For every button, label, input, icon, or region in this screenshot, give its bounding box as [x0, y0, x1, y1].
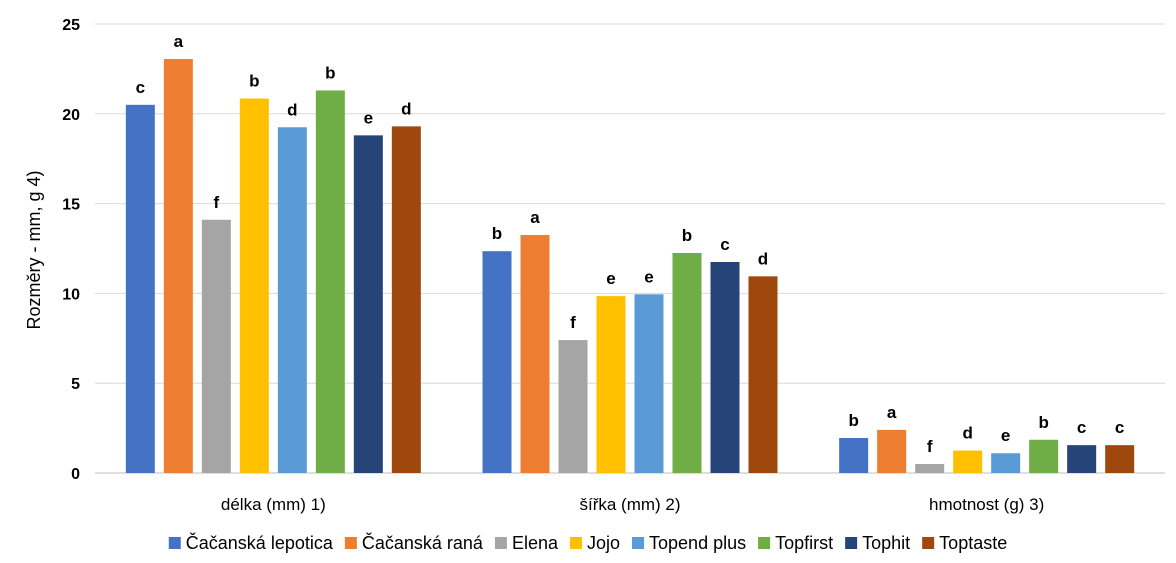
data-label: b — [682, 226, 692, 245]
data-label: e — [364, 108, 373, 127]
bar — [315, 90, 345, 474]
data-label: a — [174, 32, 184, 51]
y-axis-label: Rozměry - mm, g 4) — [24, 170, 44, 329]
legend-item: Topend plus — [632, 533, 746, 553]
legend-label: Čačanská lepotica — [186, 532, 334, 553]
bar — [1067, 445, 1097, 473]
x-category-label: šířka (mm) 2) — [579, 495, 680, 514]
y-tick-label: 5 — [71, 376, 80, 393]
x-axis-categories: délka (mm) 1) šířka (mm) 2) hmotnost (g) 3… — [221, 495, 1044, 514]
bar — [991, 453, 1021, 473]
legend-label: Čačanská raná — [362, 532, 484, 553]
data-label: b — [249, 72, 259, 91]
legend-swatch — [632, 537, 645, 549]
y-tick-label: 25 — [62, 17, 80, 34]
legend-label: Toptaste — [939, 533, 1007, 553]
data-label: c — [1115, 418, 1124, 437]
data-label: e — [644, 267, 653, 286]
bar — [125, 104, 155, 473]
legend-label: Elena — [512, 533, 559, 553]
y-tick-label: 20 — [62, 107, 80, 124]
bars — [125, 59, 1135, 474]
legend-swatch — [758, 537, 771, 549]
data-label: c — [720, 235, 729, 254]
legend-swatch — [922, 537, 935, 549]
bar — [239, 98, 269, 473]
legend-swatch — [168, 537, 181, 549]
data-label: d — [962, 424, 972, 443]
legend-swatch — [845, 537, 858, 549]
bar — [953, 450, 983, 473]
y-tick-label: 10 — [62, 286, 80, 303]
data-label: b — [492, 224, 502, 243]
legend-swatch — [344, 537, 357, 549]
legend-label: Topend plus — [649, 533, 746, 553]
data-label: b — [325, 63, 335, 82]
bar — [634, 294, 664, 473]
legend-item: Jojo — [569, 533, 620, 553]
legend-label: Tophit — [862, 533, 910, 553]
legend-item: Topfirst — [758, 533, 833, 553]
legend-item: Toptaste — [922, 533, 1007, 553]
data-label: f — [570, 313, 576, 332]
bar — [748, 276, 778, 473]
bar — [672, 252, 702, 473]
x-category-label: hmotnost (g) 3) — [929, 495, 1044, 514]
bar — [877, 429, 907, 473]
x-category-label: délka (mm) 1) — [221, 495, 326, 514]
data-label: b — [848, 411, 858, 430]
bar — [839, 437, 869, 473]
bar — [482, 251, 512, 473]
bar — [915, 464, 945, 473]
bar — [353, 135, 383, 474]
data-label: d — [758, 249, 768, 268]
bar — [163, 59, 193, 473]
bar — [1029, 439, 1059, 473]
bar — [1105, 445, 1135, 473]
legend-swatch — [569, 537, 582, 549]
data-label: c — [1077, 418, 1086, 437]
bar — [520, 235, 550, 473]
bar — [391, 126, 421, 473]
data-label: f — [213, 193, 219, 212]
data-label: a — [530, 208, 540, 227]
data-label: a — [887, 403, 897, 422]
bar — [558, 340, 588, 473]
data-label: e — [606, 269, 615, 288]
bar — [277, 127, 307, 474]
data-label: c — [136, 78, 145, 97]
legend-label: Topfirst — [775, 533, 833, 553]
legend: Čačanská lepotica Čačanská raná Elena Jojo T… — [168, 532, 1007, 553]
data-label: e — [1001, 426, 1010, 445]
legend-label: Jojo — [587, 533, 620, 553]
bar — [596, 296, 626, 473]
bar — [710, 261, 740, 473]
data-labels: c a f b d b e d b a f e e b c d b a f d e b c c — [136, 32, 1125, 456]
y-tick-label: 15 — [62, 197, 80, 214]
data-label: d — [401, 99, 411, 118]
legend-item: Čačanská lepotica — [168, 532, 334, 553]
data-label: d — [287, 100, 297, 119]
gridlines — [95, 23, 1165, 474]
data-label: f — [927, 437, 933, 456]
legend-item: Tophit — [845, 533, 910, 553]
legend-swatch — [494, 537, 507, 549]
y-tick-label: 0 — [71, 466, 80, 483]
legend-item: Elena — [494, 533, 559, 553]
y-axis-ticks: 0 5 10 15 20 25 — [62, 17, 80, 483]
bar — [201, 219, 231, 473]
legend-item: Čačanská raná — [344, 532, 484, 553]
data-label: b — [1038, 413, 1048, 432]
